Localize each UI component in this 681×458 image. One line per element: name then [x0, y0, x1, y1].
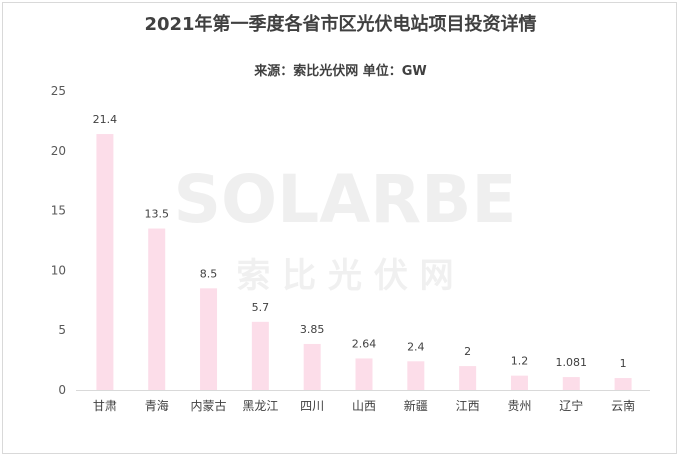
data-label: 1.081: [556, 356, 588, 369]
data-label: 1: [620, 357, 627, 370]
data-label: 5.7: [252, 301, 270, 314]
chart-subtitle: 来源：索比光伏网 单位：GW: [254, 64, 427, 79]
bars: 21.4 13.5 8.5 5.7 3.85 2.64 2.4 2 1.2 1.081 1: [93, 113, 632, 390]
y-tick-label: 10: [51, 263, 66, 277]
data-label: 8.5: [200, 267, 218, 280]
y-tick-label: 25: [51, 84, 66, 98]
bar: [407, 361, 425, 390]
data-label: 2.64: [352, 337, 377, 350]
data-label: 1.2: [511, 355, 529, 368]
y-axis: 0 5 10 15 20 25: [51, 84, 66, 397]
category-label: 云南: [611, 398, 635, 413]
category-label: 甘肃: [93, 399, 117, 413]
data-label: 13.5: [144, 208, 169, 221]
bar: [510, 375, 528, 390]
category-label: 辽宁: [559, 398, 583, 413]
bar: [200, 288, 218, 390]
category-label: 四川: [300, 399, 324, 413]
bar: [355, 358, 373, 390]
y-tick-label: 5: [58, 323, 66, 337]
category-label: 新疆: [404, 398, 428, 413]
data-label: 2: [464, 345, 471, 358]
y-tick-label: 20: [51, 144, 66, 158]
watermark-logo-text: SOLARBE: [174, 161, 517, 238]
category-label: 江西: [456, 399, 480, 413]
y-tick-label: 15: [51, 204, 66, 218]
bar: [614, 378, 632, 390]
bar: [251, 321, 269, 390]
bar: [459, 366, 477, 390]
chart-title: 2021年第一季度各省市区光伏电站项目投资详情: [144, 14, 537, 35]
category-label: 青海: [145, 398, 169, 413]
watermark-logo-subtext: 索 比 光 伏 网: [236, 256, 453, 296]
category-label: 贵州: [507, 399, 531, 413]
bar: [96, 134, 114, 390]
watermark-logo: SOLARBE 索 比 光 伏 网: [174, 161, 517, 296]
bar: [148, 228, 166, 390]
category-label: 内蒙古: [191, 398, 227, 413]
bar: [303, 343, 321, 390]
data-label: 3.85: [300, 323, 325, 336]
x-axis: 甘肃 青海 内蒙古 黑龙江 四川 山西 新疆 江西 贵州 辽宁 云南: [76, 390, 650, 413]
y-tick-label: 0: [58, 383, 66, 397]
category-label: 山西: [352, 399, 376, 413]
data-label: 21.4: [93, 113, 118, 126]
data-label: 2.4: [407, 340, 425, 353]
bar: [562, 377, 580, 390]
category-label: 黑龙江: [242, 399, 278, 413]
